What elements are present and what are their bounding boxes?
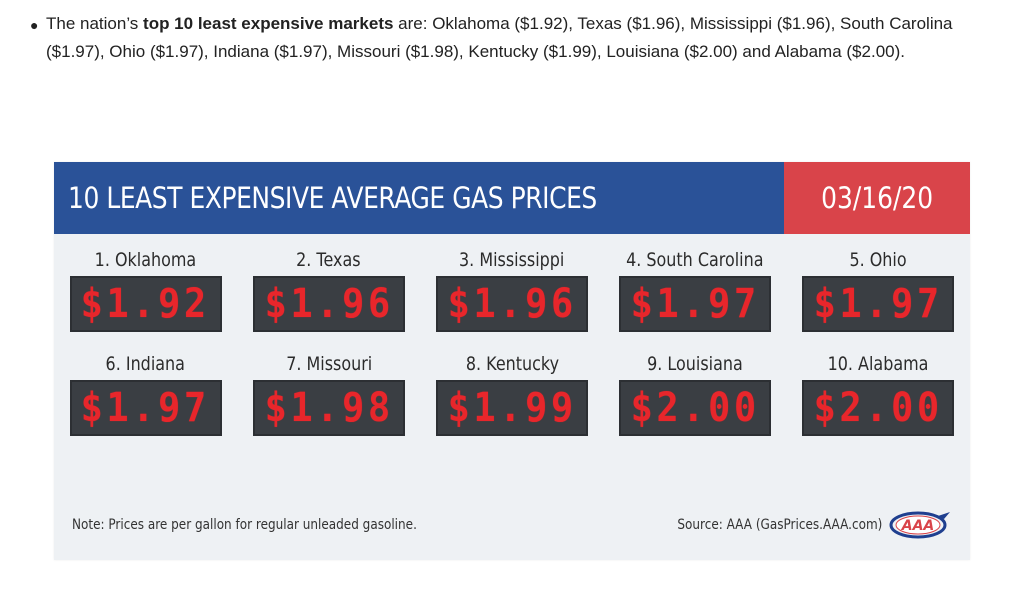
price-value: $2.00 xyxy=(813,385,943,431)
bullet-rest: are: Oklahoma ($1.92), Texas ($1.96), Mi… xyxy=(46,14,953,61)
price-display: $1.98 xyxy=(252,380,405,436)
market-cell: 6. Indiana $1.97 xyxy=(54,348,237,436)
market-label: 8. Kentucky xyxy=(465,353,559,375)
market-label: 3. Mississippi xyxy=(459,249,565,271)
infographic-title: 10 LEAST EXPENSIVE AVERAGE GAS PRICES xyxy=(54,162,784,234)
market-cell: 4. South Carolina $1.97 xyxy=(604,244,787,332)
price-display: $1.97 xyxy=(69,380,222,436)
aaa-logo-icon: AAA xyxy=(889,511,950,539)
market-cell: 10. Alabama $2.00 xyxy=(787,348,970,436)
market-cell: 1. Oklahoma $1.92 xyxy=(54,244,237,332)
market-label: 1. Oklahoma xyxy=(94,249,197,271)
svg-text:AAA: AAA xyxy=(901,518,935,534)
market-cell: 8. Kentucky $1.99 xyxy=(420,348,603,436)
market-label: 9. Louisiana xyxy=(647,353,743,375)
price-display: $1.92 xyxy=(69,276,222,332)
price-value: $1.97 xyxy=(813,281,943,327)
price-display: $2.00 xyxy=(802,380,955,436)
market-cell: 2. Texas $1.96 xyxy=(237,244,420,332)
price-value: $1.99 xyxy=(447,385,577,431)
price-display: $1.97 xyxy=(802,276,955,332)
market-cell: 9. Louisiana $2.00 xyxy=(604,348,787,436)
price-note: Note: Prices are per gallon for regular … xyxy=(72,517,417,533)
market-cell: 5. Ohio $1.97 xyxy=(787,244,970,332)
source-credit: Source: AAA (GasPrices.AAA.com) xyxy=(676,517,882,533)
market-label: 7. Missouri xyxy=(285,353,372,375)
price-value: $1.97 xyxy=(80,385,211,431)
price-display: $1.96 xyxy=(252,276,405,332)
market-label: 2. Texas xyxy=(296,249,361,271)
bullet-paragraph: ● The nation’s top 10 least expensive ma… xyxy=(30,10,1005,66)
price-display: $1.99 xyxy=(435,380,588,436)
price-display: $2.00 xyxy=(619,380,772,436)
gas-prices-infographic: 10 LEAST EXPENSIVE AVERAGE GAS PRICES 03… xyxy=(54,162,970,560)
source-block: Source: AAA (GasPrices.AAA.com) AAA xyxy=(644,510,952,540)
market-label: 5. Ohio xyxy=(849,249,907,271)
market-label: 10. Alabama xyxy=(827,353,929,375)
infographic-date: 03/16/20 xyxy=(784,162,970,234)
market-cell: 3. Mississippi $1.96 xyxy=(420,244,603,332)
price-display: $1.97 xyxy=(619,276,772,332)
market-cell: 7. Missouri $1.98 xyxy=(237,348,420,436)
price-value: $1.96 xyxy=(264,281,394,327)
infographic-header: 10 LEAST EXPENSIVE AVERAGE GAS PRICES 03… xyxy=(54,162,970,234)
bullet-emphasis: top 10 least expensive markets xyxy=(143,14,394,33)
price-display: $1.96 xyxy=(435,276,588,332)
infographic-footer: Note: Prices are per gallon for regular … xyxy=(72,510,952,540)
market-label: 6. Indiana xyxy=(105,353,186,375)
market-label: 4. South Carolina xyxy=(626,249,764,271)
price-value: $1.97 xyxy=(630,281,760,327)
bullet-dot-icon: ● xyxy=(30,17,39,33)
market-grid: 1. Oklahoma $1.92 2. Texas $1.96 3. Miss… xyxy=(54,244,970,436)
price-value: $2.00 xyxy=(630,385,760,431)
bullet-text: The nation’s top 10 least expensive mark… xyxy=(46,10,1005,66)
price-value: $1.98 xyxy=(264,385,394,431)
price-value: $1.96 xyxy=(447,281,577,327)
bullet-intro: The nation’s xyxy=(46,14,144,33)
price-value: $1.92 xyxy=(80,281,211,327)
